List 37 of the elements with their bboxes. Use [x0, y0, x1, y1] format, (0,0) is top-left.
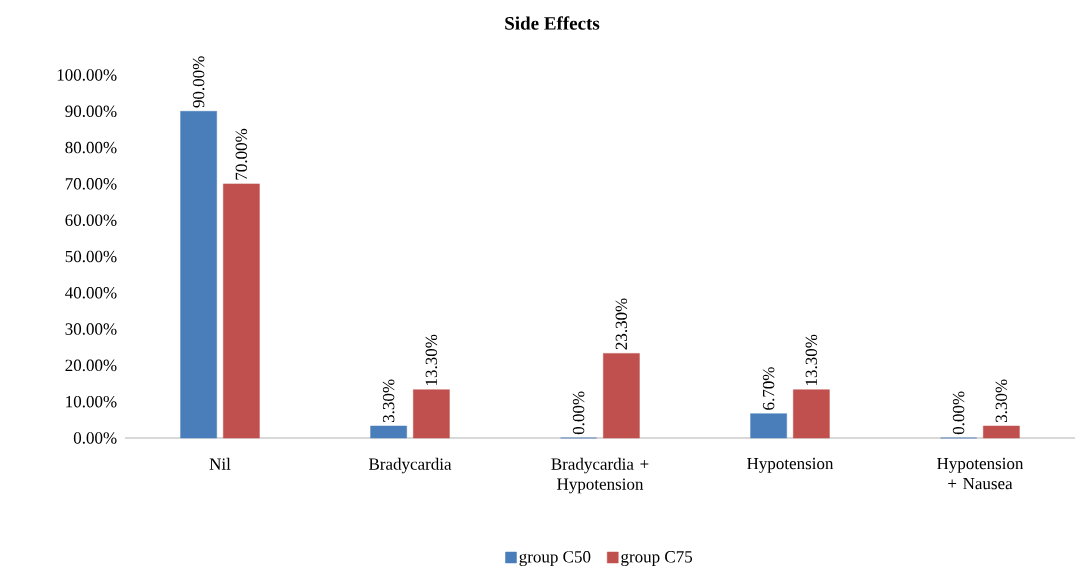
- x-tick-label: Bradycardia: [368, 457, 452, 474]
- y-tick-label: 80.00%: [65, 141, 117, 154]
- data-label: 13.30%: [425, 334, 438, 386]
- y-tick-label: 90.00%: [65, 105, 117, 118]
- data-label: 0.00%: [952, 391, 965, 435]
- y-tick-label: 20.00%: [65, 359, 117, 372]
- y-tick-label: 30.00%: [65, 323, 117, 335]
- bar: [603, 353, 640, 439]
- y-tick-label: 100.00%: [57, 69, 117, 81]
- x-tick-label: Bradycardia + Hypotension: [551, 457, 649, 494]
- legend-label: group C75: [621, 551, 693, 567]
- data-label: 90.00%: [192, 56, 205, 108]
- data-label: 13.30%: [805, 334, 818, 386]
- bar: [223, 183, 260, 439]
- bar: [750, 413, 787, 439]
- data-label: 3.30%: [382, 379, 395, 422]
- y-tick-label: 60.00%: [65, 214, 117, 226]
- y-tick-label: 10.00%: [66, 395, 117, 408]
- legend-label: group C50: [519, 551, 591, 567]
- bar: [180, 111, 217, 439]
- y-tick-label: 40.00%: [65, 287, 117, 299]
- data-label: 0.00%: [572, 391, 585, 435]
- chart-title: Side Effects: [505, 16, 600, 30]
- x-tick-label: Hypotension + Nausea: [937, 457, 1024, 490]
- data-label: 23.30%: [615, 298, 628, 350]
- x-tick-label: Hypotension: [747, 457, 834, 473]
- data-label: 3.30%: [995, 379, 1008, 422]
- y-tick-label: 70.00%: [65, 178, 117, 190]
- data-label: 70.00%: [235, 128, 248, 180]
- x-tick-label: Nil: [209, 457, 231, 470]
- bar: [793, 389, 830, 439]
- y-tick-label: 50.00%: [65, 250, 117, 263]
- bar: [370, 425, 407, 439]
- data-label: 6.70%: [762, 367, 775, 410]
- bar: [983, 425, 1020, 439]
- bar: [413, 389, 450, 439]
- y-tick-label: 0.00%: [73, 432, 117, 444]
